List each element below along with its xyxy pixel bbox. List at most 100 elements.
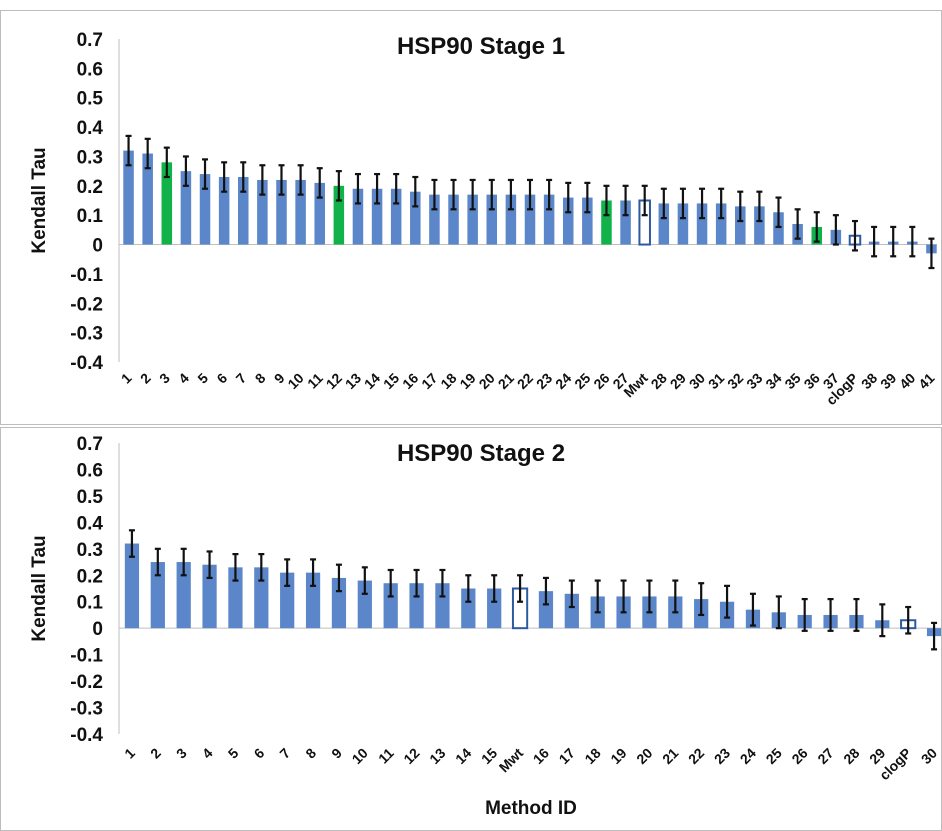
- x-tick-label: 20: [633, 745, 655, 767]
- y-tick-label: 0.4: [77, 118, 104, 139]
- error-bar-16: [412, 175, 419, 208]
- x-tick-label: 21: [659, 745, 681, 767]
- error-bar-32: [737, 190, 744, 223]
- y-tick-label: 0.4: [77, 513, 104, 534]
- error-bar-30: [931, 621, 938, 651]
- bar-9: [331, 577, 347, 629]
- x-tick-label: 6: [213, 370, 230, 387]
- x-tick-label: 4: [175, 370, 192, 387]
- y-tick-label: 0: [92, 619, 103, 640]
- error-bar-21: [507, 178, 514, 211]
- bar-26: [601, 200, 612, 245]
- error-bar-4: [206, 550, 213, 580]
- x-tick-label: 23: [711, 745, 733, 767]
- error-bar-29: [679, 187, 686, 220]
- bar-22: [524, 194, 536, 245]
- bar-4: [180, 171, 192, 245]
- bar-2: [142, 153, 153, 245]
- y-tick-label: 0.3: [77, 147, 103, 168]
- error-bar-7: [240, 161, 247, 193]
- bar-3: [176, 562, 191, 629]
- error-bar-1: [128, 529, 135, 558]
- error-bar-17: [431, 178, 438, 211]
- error-bar-26: [603, 184, 610, 217]
- chart-stage1: HSP90 Stage 1 Kendall Tau 0.7 0.6 0.5 0.4 0.3 0…: [29, 30, 938, 408]
- x-tick-label: 4: [199, 745, 216, 762]
- error-bar-40: [909, 225, 916, 258]
- error-bar-22: [527, 178, 533, 211]
- x-tick-label: 22: [685, 745, 707, 767]
- error-bar-31: [718, 187, 725, 220]
- error-bar-1: [125, 134, 132, 167]
- bar-31: [715, 203, 727, 245]
- error-bar-11: [316, 167, 323, 199]
- error-bar-37: [832, 214, 839, 246]
- bar-19: [467, 194, 478, 245]
- x-tick-label: 12: [400, 745, 422, 767]
- error-bar-23: [546, 178, 553, 211]
- bar-1: [123, 150, 134, 245]
- error-bar-12: [335, 170, 342, 202]
- error-bar-6: [221, 161, 228, 193]
- x-tick-label: 19: [607, 745, 629, 767]
- bar-21: [505, 194, 517, 245]
- y-tick-label: 0.6: [77, 59, 103, 80]
- bar-14: [461, 588, 476, 629]
- x-tick-label: 8: [302, 745, 319, 762]
- y-axis-label: Kendall Tau: [29, 147, 50, 253]
- bar-29: [677, 203, 689, 245]
- error-bar-Mwt: [641, 184, 648, 217]
- error-bar-2: [144, 137, 151, 170]
- error-bar-12: [413, 568, 420, 598]
- error-bar-23: [724, 584, 731, 619]
- bar-7: [280, 572, 295, 629]
- y-tick-label: 0.2: [77, 177, 103, 198]
- error-bar-6: [258, 553, 265, 582]
- error-bar-4: [182, 155, 189, 187]
- chart-panel-stage2: HSP90 Stage 2 Kendall Tau 0.7 0.6 0.5 0.4 0.3 0…: [0, 427, 942, 831]
- x-tick-label: 18: [581, 745, 603, 767]
- y-tick-label: 0.5: [77, 487, 104, 508]
- y-tick-label: -0.4: [70, 725, 103, 746]
- x-tick-label: 7: [233, 370, 250, 387]
- y-tick-label: 0.6: [77, 460, 103, 481]
- error-bar-8: [259, 164, 266, 196]
- error-bar-7: [284, 558, 291, 587]
- bar-12: [409, 583, 424, 629]
- error-bar-20: [646, 579, 653, 614]
- y-tick-label: -0.3: [70, 324, 103, 345]
- error-bar-3: [163, 146, 170, 179]
- bar-27: [620, 200, 631, 245]
- bar-11: [314, 182, 325, 245]
- error-bar-34: [775, 196, 782, 229]
- x-tick-label: 3: [156, 370, 173, 387]
- y-tick-label: 0.7: [77, 434, 103, 455]
- error-bar-33: [756, 190, 763, 223]
- error-bar-24: [565, 181, 572, 214]
- error-bar-clogP: [905, 605, 912, 635]
- bar-13: [435, 583, 450, 629]
- x-tick-label: 10: [349, 745, 371, 767]
- y-axis-label: Kendall Tau: [29, 535, 50, 641]
- bar-2: [150, 562, 165, 629]
- x-axis-label: Method ID: [485, 798, 577, 819]
- x-tick-label: 8: [252, 370, 269, 387]
- bar-25: [582, 197, 593, 245]
- y-tick-label: -0.3: [70, 699, 103, 720]
- bar-30: [696, 203, 708, 245]
- y-tick-label: -0.2: [70, 672, 103, 693]
- x-tick-label: 27: [814, 745, 836, 767]
- error-bar-14: [465, 574, 472, 603]
- x-tick-label: 41: [915, 370, 937, 392]
- bar-28: [658, 203, 670, 245]
- error-bar-3: [180, 547, 187, 577]
- error-bar-24: [749, 592, 756, 627]
- error-bar-21: [672, 579, 679, 614]
- error-bar-18: [450, 178, 457, 211]
- bar-12: [333, 185, 345, 245]
- y-tick-label: 0.1: [77, 593, 104, 614]
- bar-17: [564, 593, 579, 629]
- error-bar-13: [354, 172, 361, 205]
- error-bar-25: [775, 595, 782, 630]
- x-tick-label: 30: [918, 745, 940, 767]
